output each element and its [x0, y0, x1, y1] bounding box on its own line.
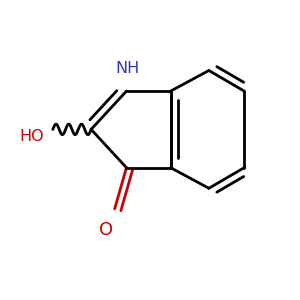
Text: O: O	[99, 221, 113, 239]
Text: HO: HO	[20, 129, 44, 144]
Text: NH: NH	[116, 61, 140, 76]
